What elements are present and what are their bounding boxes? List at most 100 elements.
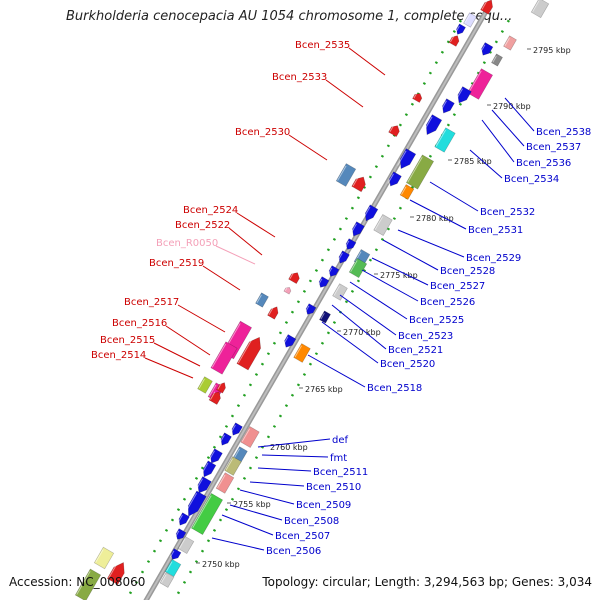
- gene-label-bcen_2509: Bcen_2509: [296, 500, 351, 511]
- topology-summary: Topology: circular; Length: 3,294,563 bp…: [262, 575, 592, 589]
- reverse-gene-27: [293, 343, 311, 363]
- gene-label-bcen_2521: Bcen_2521: [388, 345, 443, 356]
- forward-gene-2: [412, 93, 423, 103]
- reverse-gene-40: [177, 536, 195, 554]
- forward-gene-11: [236, 336, 261, 371]
- reverse-gene-21: [327, 265, 340, 277]
- kbp-tick-label: 2770 kbp: [343, 328, 381, 337]
- kbp-tick-label: 2755 kbp: [233, 500, 271, 509]
- gene-label-bcen_2529: Bcen_2529: [466, 253, 521, 264]
- leader-line: [481, 119, 515, 163]
- gene-label-bcen_2506: Bcen_2506: [266, 546, 321, 557]
- reverse-gene-2: [503, 35, 517, 51]
- leader-line: [348, 47, 386, 76]
- gene-label-bcen_2519: Bcen_2519: [149, 258, 204, 269]
- reverse-gene-35: [215, 472, 235, 494]
- reverse-gene-37: [184, 490, 207, 517]
- leader-line: [325, 79, 364, 108]
- leader-line: [321, 321, 379, 364]
- gene-label-bcen_2538: Bcen_2538: [536, 127, 591, 138]
- forward-gene-1: [448, 35, 460, 47]
- reverse-gene-23: [317, 276, 330, 288]
- dots-inner: [172, 19, 511, 600]
- accession-text: Accession: NC_008060: [9, 575, 146, 589]
- leader-line: [339, 294, 397, 336]
- reverse-gene-45: [455, 23, 466, 35]
- reverse-gene-39: [177, 512, 190, 526]
- leader-line: [504, 97, 535, 132]
- reverse-gene-10: [405, 154, 435, 190]
- forward-gene-13: [197, 376, 213, 394]
- reverse-gene-12: [387, 171, 402, 187]
- gene-label-bcen_2530: Bcen_2530: [235, 127, 290, 138]
- gene-label-bcen_2522: Bcen_2522: [175, 220, 230, 231]
- kbp-tick-label: 2785 kbp: [454, 157, 492, 166]
- reverse-gene-28: [240, 426, 260, 448]
- leader-line: [228, 227, 263, 256]
- forward-gene-18: [74, 568, 102, 600]
- gene-label-bcen_2536: Bcen_2536: [516, 158, 571, 169]
- gene-label-bcen_2517: Bcen_2517: [124, 297, 179, 308]
- gene-label-bcen_2531: Bcen_2531: [468, 225, 523, 236]
- leader-line: [307, 354, 366, 388]
- leader-line: [261, 454, 329, 458]
- leader-line: [236, 212, 276, 238]
- reverse-gene-31: [219, 432, 232, 446]
- feature-layer: [74, 0, 550, 600]
- reverse-gene-8: [423, 114, 443, 136]
- reverse-gene-33: [208, 448, 223, 464]
- reverse-gene-46: [463, 12, 477, 28]
- gene-label-bcen_2516: Bcen_2516: [112, 318, 167, 329]
- forward-gene-15: [216, 382, 226, 394]
- leader-line: [249, 481, 305, 487]
- gene-label-bcen_2507: Bcen_2507: [275, 531, 330, 542]
- reverse-gene-13: [399, 184, 415, 200]
- forward-gene-16: [208, 391, 221, 405]
- gene-label-bcen_2525: Bcen_2525: [409, 315, 464, 326]
- gene-label-bcen_2510: Bcen_2510: [306, 482, 361, 493]
- reverse-gene-30: [230, 422, 243, 436]
- leader-line: [382, 239, 439, 271]
- reverse-gene-42: [169, 548, 182, 560]
- reverse-gene-43: [164, 559, 182, 577]
- forward-gene-4: [335, 163, 357, 187]
- reverse-gene-26: [283, 334, 297, 348]
- leader-line: [257, 467, 312, 472]
- leader-line: [469, 149, 503, 179]
- gene-label-bcen_2511: Bcen_2511: [313, 467, 368, 478]
- reverse-gene-7: [440, 98, 455, 114]
- dots-outer: [124, 19, 463, 600]
- gene-label-def: def: [332, 435, 349, 446]
- gene-label-bcen_2518: Bcen_2518: [367, 383, 422, 394]
- reverse-gene-15: [363, 204, 379, 222]
- reverse-gene-38: [190, 493, 224, 535]
- leader-line: [409, 199, 467, 230]
- gene-label-bcen_2524: Bcen_2524: [183, 205, 238, 216]
- gene-label-layer: Bcen_2535 Bcen_2533 Bcen_2530 Bcen_2524 Bcen…: [91, 40, 591, 557]
- reverse-gene-1: [530, 0, 550, 19]
- reverse-gene-4: [480, 42, 494, 56]
- gene-label-bcen_2515: Bcen_2515: [100, 335, 155, 346]
- leader-line: [153, 342, 201, 367]
- leader-line: [229, 504, 283, 521]
- leader-line: [397, 229, 465, 258]
- reverse-gene-6: [455, 86, 472, 104]
- leader-line: [331, 304, 387, 350]
- gene-label-bcen_2535: Bcen_2535: [295, 40, 350, 51]
- forward-gene-8: [255, 292, 269, 308]
- kbp-tick-layer: 2750 kbp 2755 kbp 2760 kbp 2765 kbp 2770 kbp…: [196, 46, 571, 569]
- forward-gene-3: [388, 125, 400, 137]
- kbp-tick-label: 2765 kbp: [305, 385, 343, 394]
- reverse-gene-41: [174, 528, 187, 540]
- reverse-gene-36: [195, 476, 212, 494]
- kbp-tick-label: 2775 kbp: [380, 271, 418, 280]
- leader-line: [211, 537, 265, 551]
- forward-gene-12: [210, 341, 238, 375]
- gene-label-bcen_2537: Bcen_2537: [526, 142, 581, 153]
- reverse-gene-19: [348, 257, 368, 279]
- kbp-tick-label: 2760 kbp: [270, 443, 308, 452]
- leader-line: [361, 269, 419, 302]
- gene-label-bcen_2534: Bcen_2534: [504, 174, 559, 185]
